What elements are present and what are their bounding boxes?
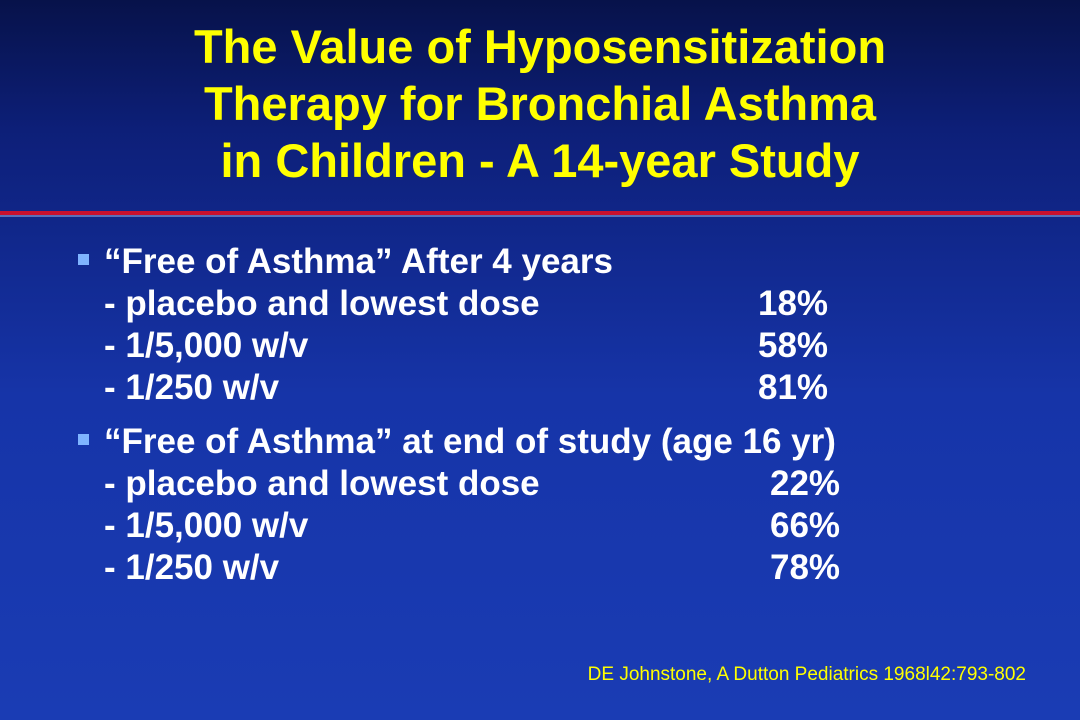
bullet-1-row-3-label: - 1/250 w/v <box>104 368 280 407</box>
title-divider <box>0 211 1080 215</box>
bullet-1-row-1-value: 18% <box>758 284 829 323</box>
bullet-2-heading: “Free of Asthma” at end of study (age 16… <box>104 422 836 461</box>
title-divider-shadow <box>0 215 1080 217</box>
bullet-1-heading: “Free of Asthma” After 4 years <box>104 242 613 281</box>
bullet-1-row-1-label: - placebo and lowest dose <box>104 284 540 323</box>
bullet-2-row-1-label: - placebo and lowest dose <box>104 464 540 503</box>
bullet-2-row-2-value: 66% <box>770 506 841 545</box>
bullet-2-row-3-value: 78% <box>770 548 841 587</box>
bullet-2-row-3-label: - 1/250 w/v <box>104 548 280 587</box>
title-line-1: The Value of Hyposensitization <box>193 20 887 73</box>
bullet-square-icon <box>78 434 89 445</box>
bullet-2-row-1-value: 22% <box>770 464 841 503</box>
bullet-2-row-2-label: - 1/5,000 w/v <box>104 506 309 545</box>
bullet-1-row-2-label: - 1/5,000 w/v <box>104 326 309 365</box>
bullet-square-icon <box>78 254 89 265</box>
title-line-3: in Children - A 14-year Study <box>220 134 860 187</box>
slide-title: The Value of Hyposensitization Therapy f… <box>0 18 1080 189</box>
bullet-1-row-3-value: 81% <box>758 368 829 407</box>
title-line-2: Therapy for Bronchial Asthma <box>203 77 877 130</box>
citation: DE Johnstone, A Dutton Pediatrics 1968l4… <box>587 664 1026 685</box>
bullet-1-row-2-value: 58% <box>758 326 829 365</box>
